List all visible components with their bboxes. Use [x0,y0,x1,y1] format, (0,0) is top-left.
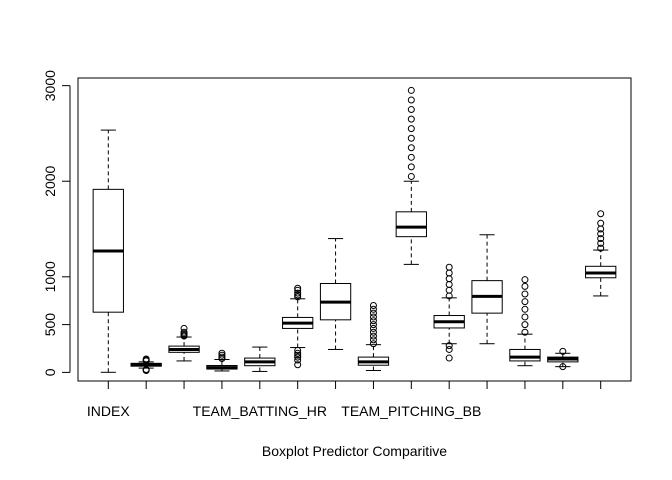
iqr-box [395,211,427,238]
outlier-point [445,269,453,277]
outlier-point [597,244,605,252]
outlier-point [559,363,567,371]
box-series [319,238,352,350]
outlier-point [597,219,605,227]
outlier-point [597,210,605,218]
x-axis-title: Boxplot Predictor Comparitive [262,443,447,459]
outlier-point [294,351,302,359]
boxes-group [92,86,617,374]
outlier-point [294,284,302,292]
iqr-box [509,348,541,362]
outlier-point [521,305,529,313]
outlier-point [294,289,302,297]
outlier-point [597,235,605,243]
outlier-point [521,313,529,321]
outlier-point [369,332,377,340]
outlier-point [294,361,302,369]
outlier-point [407,144,415,152]
box-series [244,346,276,372]
box-series [509,276,541,367]
outlier-point [445,263,453,271]
outlier-point [369,313,377,321]
outlier-point [294,286,302,294]
box-series [471,234,503,345]
box-series [547,347,579,371]
outlier-point [559,347,567,355]
outlier-point [294,346,302,354]
outlier-point [445,275,453,283]
outlier-point [445,345,453,353]
outlier-point [407,163,415,171]
box-series [357,301,390,371]
outlier-point [407,86,415,94]
y-tick-label: 3000 [42,70,58,101]
y-tick-label: 2000 [42,165,58,196]
outlier-point [521,276,529,284]
outlier-point [407,172,415,180]
outlier-point [180,324,188,332]
y-tick-label: 500 [42,313,58,337]
y-tick-label: 0 [42,368,58,376]
box-series [282,284,314,369]
outlier-point [521,282,529,290]
outlier-point [521,298,529,306]
outlier-point [521,328,529,336]
outlier-point [521,321,529,329]
outlier-point [294,293,302,301]
box-series [433,263,465,362]
x-axis: INDEX TEAM_BATTING_HR TEAM_PITCHING_BB [87,380,602,419]
box-series [168,324,200,362]
box-series [395,86,427,265]
outlier-point [445,354,453,362]
outlier-point [369,301,377,309]
outlier-point [369,309,377,317]
outlier-point [407,115,415,123]
x-tick-label: TEAM_BATTING_HR [193,403,327,419]
outlier-point [445,342,453,350]
y-tick-label: 1000 [42,261,58,292]
x-tick-label: TEAM_PITCHING_BB [341,403,481,419]
outlier-point [407,125,415,133]
outlier-point [218,351,226,359]
plot-frame [77,77,632,382]
outlier-point [407,106,415,114]
outlier-point [369,340,377,348]
outlier-point [294,356,302,364]
y-axis: 0 500 1000 2000 3000 [42,70,71,376]
outlier-point [597,230,605,238]
box-series [130,355,162,374]
outlier-point [294,353,302,361]
outlier-point [294,349,302,357]
outlier-point [369,321,377,329]
outlier-point [445,280,453,288]
box-series [206,349,238,372]
box-series [585,210,617,297]
x-tick-label: INDEX [87,403,130,419]
outlier-point [521,290,529,298]
outlier-point [407,153,415,161]
outlier-point [369,317,377,325]
outlier-point [369,336,377,344]
outlier-point [597,239,605,247]
outlier-point [369,324,377,332]
outlier-point [294,291,302,299]
box-series [92,129,124,373]
outlier-point [218,353,226,361]
outlier-point [369,328,377,336]
outlier-point [407,96,415,104]
outlier-point [445,286,453,294]
outlier-point [142,355,150,363]
outlier-point [369,305,377,313]
outlier-point [218,349,226,357]
outlier-point [180,328,188,336]
outlier-point [142,366,150,374]
outlier-point [407,134,415,142]
